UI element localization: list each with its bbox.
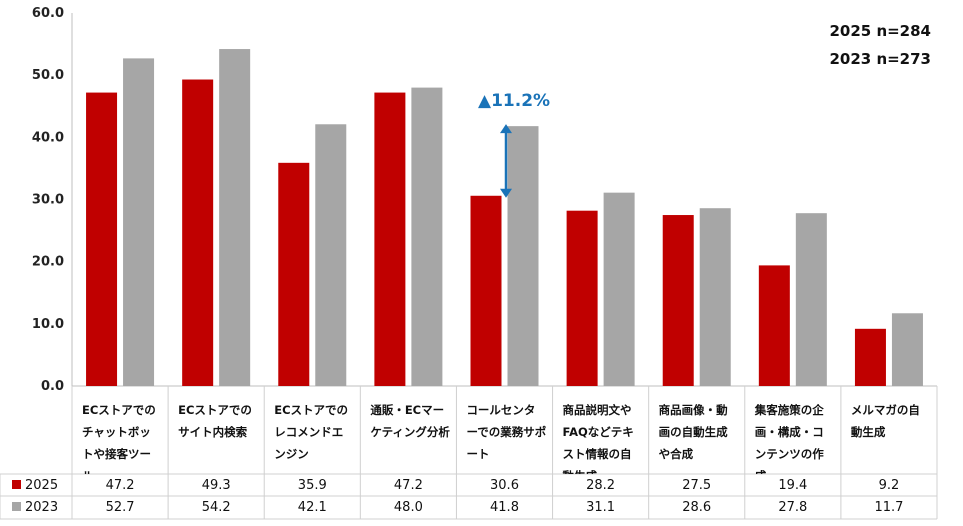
bar-2025-5: [470, 195, 502, 386]
table-row-label-2023: 2023: [12, 497, 58, 519]
table-value-2025-1: 47.2: [105, 478, 135, 493]
series-name-2025: 2025: [25, 478, 59, 493]
sample-size-2025: 2025 n=284: [829, 22, 931, 40]
table-value-2023-7: 28.6: [682, 500, 712, 515]
y-tick-label: 10.0: [32, 317, 64, 332]
category-label-5: コールセンターでの業務サポート: [466, 403, 547, 461]
table-value-2023-8: 27.8: [778, 500, 808, 515]
table-value-2025-7: 27.5: [682, 478, 712, 493]
table-value-2025-8: 19.4: [778, 478, 808, 493]
table-value-2023-5: 41.8: [490, 500, 519, 515]
bar-2023-3: [315, 124, 347, 387]
annotation-arrow-head-down: [500, 188, 512, 198]
category-label-2: ECストアでのサイト内検索: [178, 403, 252, 439]
bar-2023-7: [699, 208, 731, 386]
bar-2023-9: [891, 313, 923, 386]
y-tick-label: 30.0: [32, 193, 64, 208]
y-tick-label: 60.0: [32, 6, 64, 21]
table-value-2025-2: 49.3: [201, 478, 231, 493]
bar-2025-8: [758, 265, 790, 386]
bar-2023-2: [219, 49, 251, 386]
category-label-1: ECストアでのチャットボットや接客ツール: [82, 403, 156, 474]
series-name-2023: 2023: [25, 500, 59, 515]
bar-2025-1: [86, 92, 118, 386]
table-value-2023-2: 54.2: [201, 500, 231, 515]
table-value-2023-9: 11.7: [874, 500, 904, 515]
category-label-6: 商品説明文やFAQなどテキスト情報の自動生成: [562, 403, 634, 474]
bar-2023-4: [411, 87, 443, 386]
table-value-2023-3: 42.1: [297, 500, 327, 515]
bar-2025-4: [374, 92, 406, 386]
table-value-2023-6: 31.1: [586, 500, 616, 515]
bar-2025-3: [278, 162, 310, 386]
bar-2023-5: [507, 126, 539, 386]
table-value-2023-1: 52.7: [105, 500, 135, 515]
sample-size-2023: 2023 n=273: [829, 50, 931, 68]
y-tick-label: 50.0: [32, 68, 64, 83]
table-row-label-2025: 2025: [12, 475, 58, 497]
bar-2025-2: [182, 79, 214, 386]
y-tick-label: 20.0: [32, 255, 64, 270]
category-label-7: 商品画像・動画の自動生成や合成: [658, 403, 728, 461]
y-tick-label: 0.0: [41, 379, 64, 394]
table-value-2023-4: 48.0: [393, 500, 423, 515]
legend-swatch-2023: [12, 502, 21, 511]
table-value-2025-6: 28.2: [586, 478, 616, 493]
bar-2023-8: [795, 213, 827, 386]
table-value-2025-9: 9.2: [878, 478, 900, 493]
y-tick-label: 40.0: [32, 130, 64, 145]
category-label-8: 集客施策の企画・構成・コンテンツの作成: [754, 403, 824, 474]
annotation-arrow-head-up: [500, 124, 512, 134]
bar-2025-6: [566, 210, 598, 386]
table-value-2025-4: 47.2: [393, 478, 423, 493]
category-label-3: ECストアでのレコメンドエンジン: [274, 403, 349, 461]
bar-2023-1: [123, 58, 155, 387]
difference-annotation: ▲11.2%: [478, 91, 551, 111]
bar-2025-9: [854, 328, 886, 386]
category-label-4: 通販・ECマーケティング分析: [370, 403, 450, 439]
category-label-9: メルマガの自動生成: [850, 403, 920, 439]
table-value-2025-5: 30.6: [490, 478, 519, 493]
bar-2023-6: [603, 192, 635, 386]
table-value-2025-3: 35.9: [297, 478, 327, 493]
bar-2025-7: [662, 215, 694, 386]
legend-swatch-2025: [12, 480, 21, 489]
